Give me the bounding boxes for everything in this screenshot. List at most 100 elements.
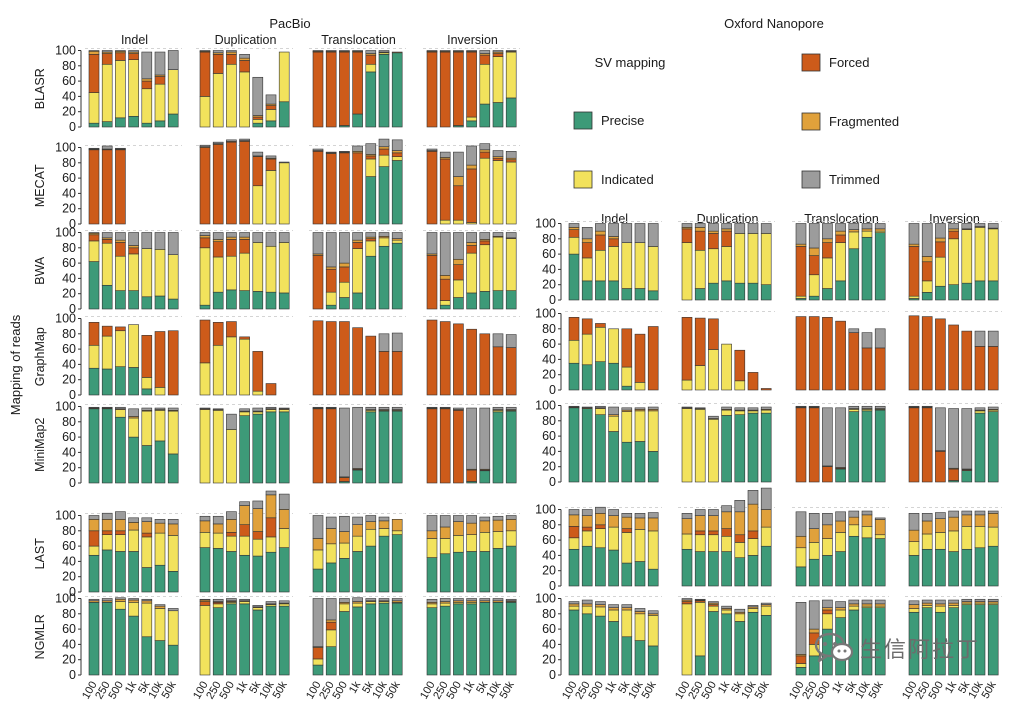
pacbio-minimap2-indel-bar-100-precise <box>88 408 100 484</box>
pacbio-bwa-duplication-bar-250-precise <box>212 291 224 310</box>
ont-bwa-inversion-bar-10k-trimmed <box>974 223 986 227</box>
pacbio-bwa-indel-bar-10k-trimmed <box>154 232 166 250</box>
ont-last-indel-bar-250-precise <box>581 545 593 587</box>
pacbio-graphmap-inversion-bar-50k-forced <box>505 347 517 396</box>
pacbio-blasr-inversion-bar-1k-indicated <box>466 116 477 122</box>
pacbio-col-duplication: Duplication <box>215 33 277 47</box>
ont-last-inversion-bar-500-indicated <box>935 532 946 550</box>
ont-bwa-duplication-bar-500-indicated <box>708 248 719 284</box>
ont-graphmap-translocation-bar-1k-forced <box>835 320 846 391</box>
ont-ngmlr-duplication-bar-5k-trimmed <box>734 608 746 613</box>
pacbio-graphmap-indel-y-tick-label-100: 100 <box>55 312 76 326</box>
pacbio-mecat-inversion-bar-50k-forced <box>505 159 517 163</box>
ont-bwa-indel-y-tick-label-20: 20 <box>542 278 556 292</box>
ont-minimap2-duplication-bar-50k-indicated <box>760 409 772 414</box>
ont-minimap2-duplication-bar-50k-trimmed <box>760 406 772 410</box>
pacbio-mecat-inversion-bar-5k-fragmented <box>479 149 491 153</box>
ont-last-inversion-bar-100-indicated <box>908 541 920 556</box>
ont-last-duplication-bar-500-indicated <box>708 534 719 552</box>
ont-last-duplication-bar-50k-fragmented <box>760 509 772 528</box>
pacbio-blasr-duplication-bar-250-indicated <box>212 73 224 128</box>
pacbio-blasr-duplication-bar-10k-trimmed <box>265 94 277 105</box>
pacbio-last-duplication-bar-250-precise <box>212 548 224 593</box>
pacbio-mecat-indel-y-tick-label-80: 80 <box>62 156 76 170</box>
ont-ngmlr-duplication-bar-250-indicated <box>694 602 706 657</box>
pacbio-mecat-indel-bar-250-trimmed <box>101 145 113 150</box>
pacbio-graphmap-indel-y-tick-label-60: 60 <box>62 342 76 356</box>
ont-bwa-translocation-bar-10k-fragmented <box>861 228 873 232</box>
ont-bwa-translocation-bar-250-forced <box>808 255 820 276</box>
pacbio-mecat-indel-bar-100-forced <box>88 149 100 225</box>
pacbio-graphmap-indel-bar-250-indicated <box>101 335 113 370</box>
ont-last-translocation-bar-10k-trimmed <box>861 510 873 516</box>
ont-graphmap-indel-bar-5k-forced <box>621 328 633 368</box>
ont-minimap2-duplication-bar-500-trimmed <box>708 415 719 419</box>
pacbio-minimap2-duplication-bar-100-trimmed <box>199 407 211 410</box>
ont-last-duplication-bar-10k-precise <box>747 555 759 587</box>
pacbio-mecat-duplication-bar-1k-forced <box>239 141 250 225</box>
pacbio-blasr-duplication-bar-1k-trimmed <box>239 54 250 59</box>
pacbio-last-duplication-bar-1k-forced <box>239 524 250 537</box>
pacbio-graphmap-duplication-bar-250-forced <box>212 322 224 346</box>
ont-ngmlr-inversion-bar-10k-trimmed <box>974 598 986 602</box>
pacbio-graphmap-indel-bar-100-precise <box>88 367 100 396</box>
pacbio-bwa-indel-bar-5k-precise <box>141 296 153 310</box>
ont-bwa-translocation-bar-100-fragmented <box>795 243 807 247</box>
pacbio-ngmlr-duplication-bar-5k-indicated <box>252 607 264 611</box>
pacbio-bwa-duplication-bar-250-trimmed <box>212 232 224 240</box>
ont-last-duplication-bar-10k-forced <box>747 530 759 539</box>
ont-ngmlr-indel-bar-10k-indicated <box>634 613 646 641</box>
pacbio-bwa-inversion-bar-50k-indicated <box>505 238 517 291</box>
pacbio-blasr-duplication-bar-250-forced <box>212 54 224 74</box>
ont-bwa-translocation-bar-5k-precise <box>848 248 860 301</box>
pacbio-bwa-translocation-bar-250-indicated <box>325 291 337 306</box>
pacbio-bwa-inversion-bar-500-trimmed <box>453 232 464 260</box>
ont-bwa-inversion-bar-10k-precise <box>974 280 986 301</box>
ont-bwa-duplication-bar-10k-trimmed <box>747 223 759 234</box>
watermark-text: 生信阿拉丁 <box>860 638 981 663</box>
pacbio-last-indel-bar-50k-fragmented <box>167 523 179 536</box>
pacbio-last-translocation-bar-10k-fragmented <box>378 520 390 529</box>
pacbio-last-indel-bar-500-indicated <box>115 534 126 552</box>
ont-bwa-duplication-bar-100-forced <box>681 228 693 243</box>
pacbio-last-indel-bar-50k-indicated <box>167 535 179 572</box>
pacbio-ngmlr-translocation-bar-10k-precise <box>378 602 390 676</box>
pacbio-bwa-indel-y-tick-label-0: 0 <box>69 302 76 316</box>
ont-bwa-duplication-bar-500-forced <box>708 233 719 250</box>
ont-last-duplication-bar-500-trimmed <box>708 509 719 516</box>
pacbio-minimap2-inversion-bar-50k-trimmed <box>505 406 517 410</box>
pacbio-bwa-inversion-bar-100-forced <box>426 255 438 310</box>
pacbio-mecat-duplication-bar-10k-indicated <box>265 170 277 225</box>
ont-minimap2-indel-y-tick-label-100: 100 <box>535 399 556 413</box>
pacbio-last-translocation-bar-500-indicated <box>339 542 350 559</box>
ont-ngmlr-translocation-bar-100-trimmed <box>795 602 807 655</box>
pacbio-minimap2-indel-bar-500-trimmed <box>115 406 126 410</box>
ont-ngmlr-duplication-bar-250-precise <box>694 655 706 676</box>
pacbio-blasr-inversion-bar-50k-precise <box>505 97 517 128</box>
pacbio-blasr-translocation-bar-1k-forced <box>352 51 363 115</box>
pacbio-ngmlr-translocation-bar-1k-trimmed <box>352 597 363 602</box>
pacbio-last-translocation-bar-10k-indicated <box>378 528 390 537</box>
pacbio-ngmlr-indel-bar-5k-fragmented <box>141 600 153 604</box>
legend-swatch-precise <box>573 111 593 130</box>
pacbio-last-inversion-bar-1k-indicated <box>466 534 477 552</box>
pacbio-mecat-translocation-bar-500-forced <box>339 152 350 225</box>
ont-last-duplication-bar-1k-indicated <box>721 535 732 552</box>
ont-ngmlr-inversion-bar-250-trimmed <box>921 599 933 604</box>
ont-bwa-duplication-bar-50k-trimmed <box>760 223 772 234</box>
ont-minimap2-inversion-bar-250-trimmed <box>921 405 933 408</box>
pacbio-bwa-duplication-bar-5k-precise <box>252 291 264 310</box>
pacbio-blasr-inversion-bar-500-trimmed <box>453 50 464 52</box>
pacbio-minimap2-inversion-bar-500-trimmed <box>453 407 464 410</box>
ont-bwa-inversion-bar-100-trimmed <box>908 223 920 245</box>
ont-ngmlr-translocation-bar-50k-fragmented <box>874 603 886 607</box>
ont-bwa-indel-bar-5k-trimmed <box>621 223 633 243</box>
pacbio-last-inversion-bar-250-indicated <box>439 538 451 555</box>
pacbio-mecat-translocation-bar-50k-forced <box>391 152 403 157</box>
pacbio-bwa-indel-bar-100-precise <box>88 261 100 310</box>
pacbio-last-duplication-bar-100-precise <box>199 547 211 593</box>
pacbio-blasr-duplication-bar-100-indicated <box>199 96 211 128</box>
ont-bwa-indel-bar-250-forced <box>581 242 593 259</box>
ont-bwa-indel-bar-100-trimmed <box>568 223 580 228</box>
pacbio-bwa-indel-bar-1k-precise <box>128 290 139 310</box>
